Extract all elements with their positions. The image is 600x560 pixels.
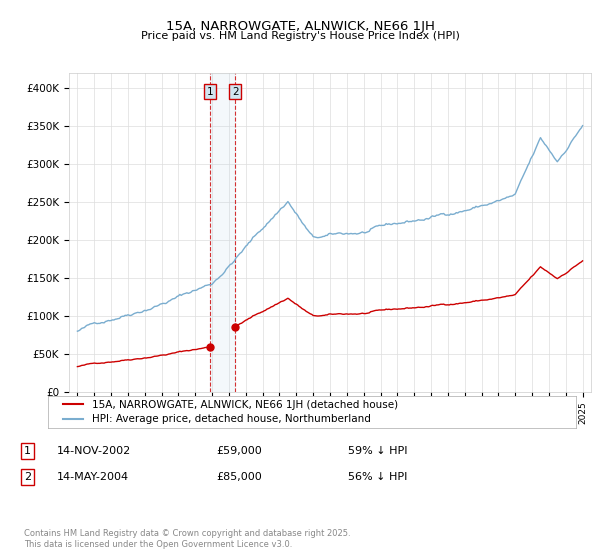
- Text: 15A, NARROWGATE, ALNWICK, NE66 1JH: 15A, NARROWGATE, ALNWICK, NE66 1JH: [166, 20, 434, 32]
- Text: 2: 2: [232, 87, 239, 97]
- Text: £59,000: £59,000: [216, 446, 262, 456]
- Text: £85,000: £85,000: [216, 472, 262, 482]
- Legend: 15A, NARROWGATE, ALNWICK, NE66 1JH (detached house), HPI: Average price, detache: 15A, NARROWGATE, ALNWICK, NE66 1JH (deta…: [58, 396, 402, 428]
- Text: 1: 1: [207, 87, 214, 97]
- Text: 1: 1: [24, 446, 31, 456]
- Bar: [210, 73, 235, 392]
- Text: Contains HM Land Registry data © Crown copyright and database right 2025.
This d: Contains HM Land Registry data © Crown c…: [24, 529, 350, 549]
- Text: 59% ↓ HPI: 59% ↓ HPI: [348, 446, 407, 456]
- Text: 14-MAY-2004: 14-MAY-2004: [57, 472, 129, 482]
- Text: 14-NOV-2002: 14-NOV-2002: [57, 446, 131, 456]
- Text: Price paid vs. HM Land Registry's House Price Index (HPI): Price paid vs. HM Land Registry's House …: [140, 31, 460, 41]
- Text: 56% ↓ HPI: 56% ↓ HPI: [348, 472, 407, 482]
- Text: 2: 2: [24, 472, 31, 482]
